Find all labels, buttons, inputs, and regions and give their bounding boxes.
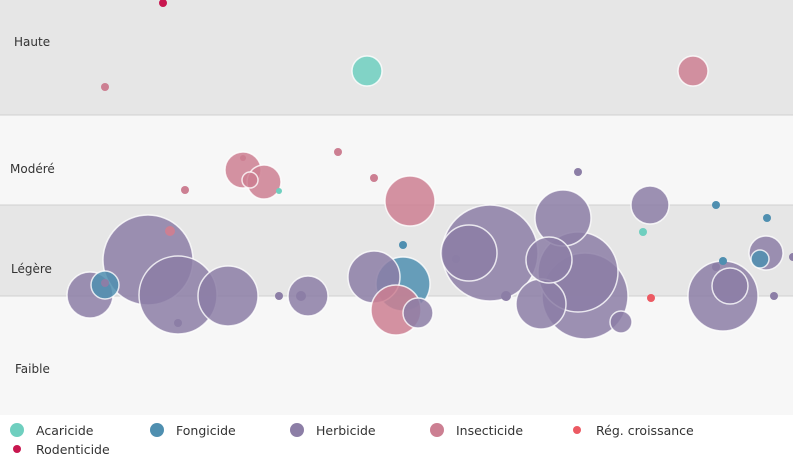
bubble-herbicide[interactable] [402,297,434,329]
bubble-herbicide[interactable] [711,267,749,305]
bubble-herbicide[interactable] [440,224,498,282]
legend-swatch [150,423,164,437]
legend-label: Acaricide [36,422,94,438]
bubble-fongicide[interactable] [719,257,727,265]
legend-swatch [13,445,21,453]
bubble-herbicide[interactable] [452,255,460,263]
bubble-insecticide[interactable] [165,226,175,236]
bubble-fongicide[interactable] [399,241,407,249]
band-label: Haute [14,35,50,49]
bubble-herbicide[interactable] [574,168,582,176]
legend-item[interactable]: Fongicide [150,421,236,439]
bubble-fongicide[interactable] [712,201,720,209]
band-label: Faible [15,362,50,376]
legend-item[interactable]: Acaricide [10,421,93,439]
bubble-herbicide[interactable] [712,263,720,271]
legend: Acaricide Fongicide Herbicide Insecticide Ré… [0,418,793,474]
bubble-insecticide[interactable] [241,171,259,189]
bubble-herbicide[interactable] [789,253,793,261]
bubble-insecticide[interactable] [181,186,189,194]
bubble-insecticide[interactable] [384,175,436,227]
legend-item[interactable]: Herbicide [290,421,376,439]
bubble-acaricide[interactable] [276,188,282,194]
bubble-herbicide[interactable] [287,275,329,317]
bubble-insecticide[interactable] [677,55,709,87]
legend-swatch [10,423,24,437]
bubble-herbicide[interactable] [770,292,778,300]
bubble-herbicide[interactable] [101,279,109,287]
band-label: Modéré [10,162,55,176]
bubble-herbicide[interactable] [525,236,573,284]
legend-label: Rég. croissance [596,422,694,438]
legend-swatch [290,423,304,437]
bubble-insecticide[interactable] [240,155,246,161]
legend-item[interactable]: Rodenticide [10,440,110,458]
band-0 [0,0,793,115]
legend-label: Rodenticide [36,441,110,457]
bubble-r-g-croissance[interactable] [647,294,655,302]
legend-label: Insecticide [456,422,524,438]
legend-label: Herbicide [316,422,376,438]
bubble-herbicide[interactable] [174,319,182,327]
legend-label: Fongicide [176,422,236,438]
bubble-herbicide[interactable] [296,291,306,301]
bubble-fongicide[interactable] [763,214,771,222]
bubble-insecticide[interactable] [101,83,109,91]
bubble-acaricide[interactable] [639,228,647,236]
bubble-insecticide[interactable] [334,148,342,156]
bubble-herbicide[interactable] [501,291,511,301]
bubble-rodenticide[interactable] [159,0,167,7]
bubble-herbicide[interactable] [275,292,283,300]
band-label: Légère [11,262,52,276]
bubble-herbicide[interactable] [609,310,633,334]
bubble-herbicide[interactable] [630,185,670,225]
legend-swatch [430,423,444,437]
legend-item[interactable]: Rég. croissance [570,421,694,439]
bubble-insecticide[interactable] [370,174,378,182]
legend-item[interactable]: Insecticide [430,421,523,439]
bubble-herbicide[interactable] [515,278,567,330]
bubble-herbicide[interactable] [197,265,259,327]
bubble-acaricide[interactable] [351,55,383,87]
legend-swatch [573,426,581,434]
bubble-fongicide[interactable] [750,249,770,269]
